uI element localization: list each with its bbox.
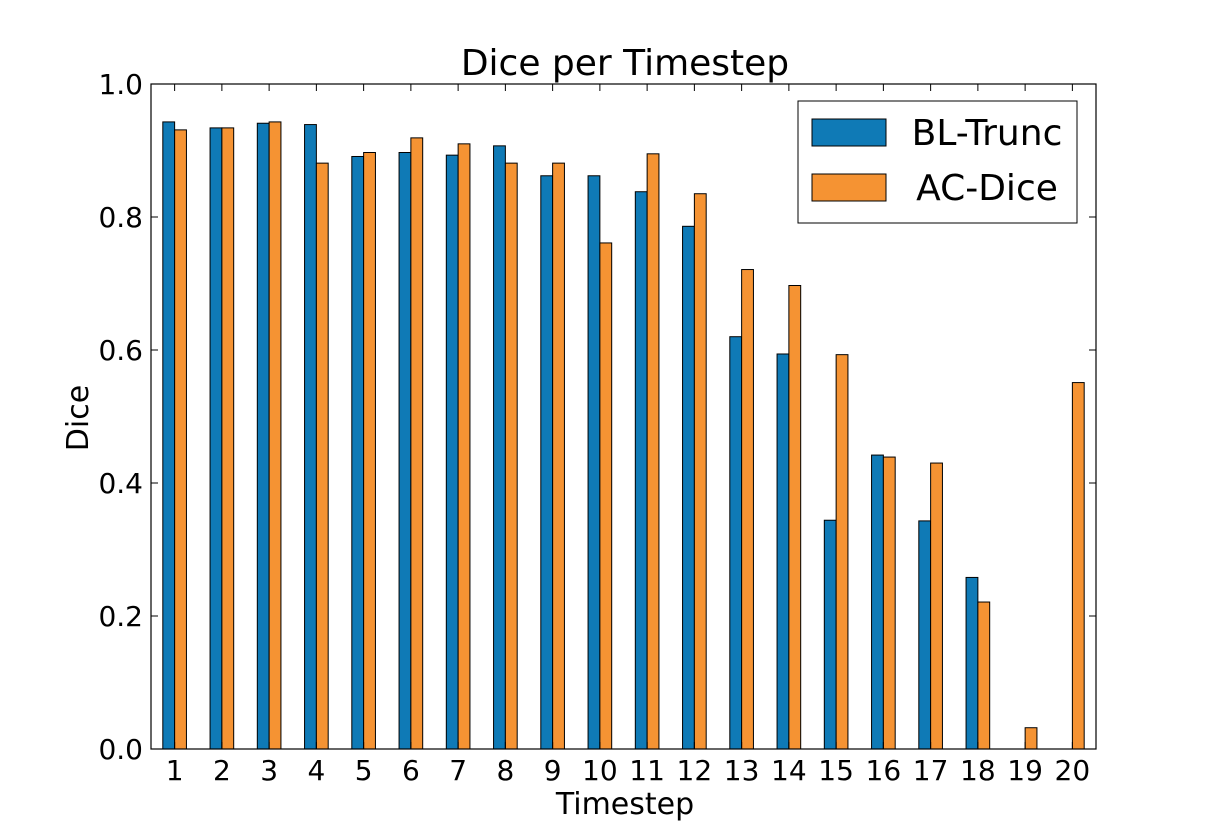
bar <box>871 454 884 750</box>
legend-label: BL-Trunc <box>912 113 1063 154</box>
y-tick-label: 0.4 <box>98 467 143 500</box>
bar <box>918 520 932 750</box>
legend-label: AC-Dice <box>916 168 1058 209</box>
x-tick-label: 8 <box>496 754 514 787</box>
bar <box>209 127 223 750</box>
chart-title: Dice per Timestep <box>461 43 789 84</box>
bar <box>1024 727 1038 750</box>
bar <box>977 601 991 750</box>
x-tick-label: 3 <box>260 754 278 787</box>
x-tick-label: 18 <box>960 754 996 787</box>
bar <box>776 353 790 750</box>
bar <box>174 129 187 750</box>
legend-swatch <box>811 118 887 147</box>
bar <box>457 143 471 750</box>
bar <box>315 162 329 750</box>
bar <box>646 153 660 750</box>
x-tick-label: 6 <box>402 754 420 787</box>
bar <box>741 269 754 750</box>
bar <box>965 576 979 750</box>
bar <box>634 191 648 750</box>
bar <box>788 285 802 750</box>
bar <box>445 154 459 750</box>
x-tick-label: 1 <box>166 754 184 787</box>
bar <box>410 137 424 750</box>
bar <box>729 336 743 750</box>
bar <box>882 456 896 750</box>
x-tick-label: 4 <box>307 754 325 787</box>
y-tick-label: 0.6 <box>98 334 143 367</box>
bar <box>1071 382 1085 750</box>
ticks-layer: 0.00.20.40.60.81.01 2 3 4 5 6 7 8 9 10 11 12 13 14 15 1… <box>98 68 1096 787</box>
y-tick-label: 1.0 <box>98 68 143 101</box>
bar <box>599 242 613 750</box>
x-tick-label: 2 <box>213 754 231 787</box>
x-tick-label: 13 <box>724 754 760 787</box>
bar <box>351 155 365 750</box>
bar <box>304 124 317 750</box>
x-axis-label: Timestep <box>555 787 694 822</box>
bar <box>504 162 518 750</box>
x-tick-label: 17 <box>913 754 949 787</box>
x-tick-label: 20 <box>1055 754 1091 787</box>
bar <box>221 127 235 750</box>
bar <box>693 193 707 750</box>
bar <box>540 175 554 750</box>
bars-layer <box>162 121 1085 750</box>
bar <box>268 121 282 750</box>
bar <box>493 145 506 750</box>
x-tick-label: 5 <box>355 754 373 787</box>
x-tick-label: 10 <box>582 754 618 787</box>
y-tick-label: 0.2 <box>98 600 143 633</box>
x-tick-label: 15 <box>818 754 854 787</box>
bar <box>835 354 849 750</box>
bar <box>398 152 412 750</box>
legend-swatch <box>811 173 887 202</box>
bar <box>682 225 695 750</box>
y-tick-label: 0.0 <box>98 733 143 766</box>
x-tick-label: 12 <box>677 754 713 787</box>
x-tick-label: 9 <box>544 754 562 787</box>
legend: BL-Trunc AC-Dice <box>797 100 1078 224</box>
bar <box>363 152 376 750</box>
bar <box>256 122 270 750</box>
x-tick-label: 7 <box>449 754 467 787</box>
bar <box>823 519 837 750</box>
x-tick-label: 19 <box>1007 754 1043 787</box>
y-axis-label: Dice <box>61 385 96 451</box>
plot-frame <box>150 83 1097 750</box>
x-tick-label: 16 <box>866 754 902 787</box>
bar <box>587 175 601 750</box>
x-tick-label: 11 <box>629 754 665 787</box>
x-tick-label: 14 <box>771 754 807 787</box>
bar <box>162 121 176 750</box>
legend-box <box>797 100 1078 224</box>
bar <box>552 162 565 750</box>
bar <box>930 462 943 750</box>
y-tick-label: 0.8 <box>98 201 143 234</box>
